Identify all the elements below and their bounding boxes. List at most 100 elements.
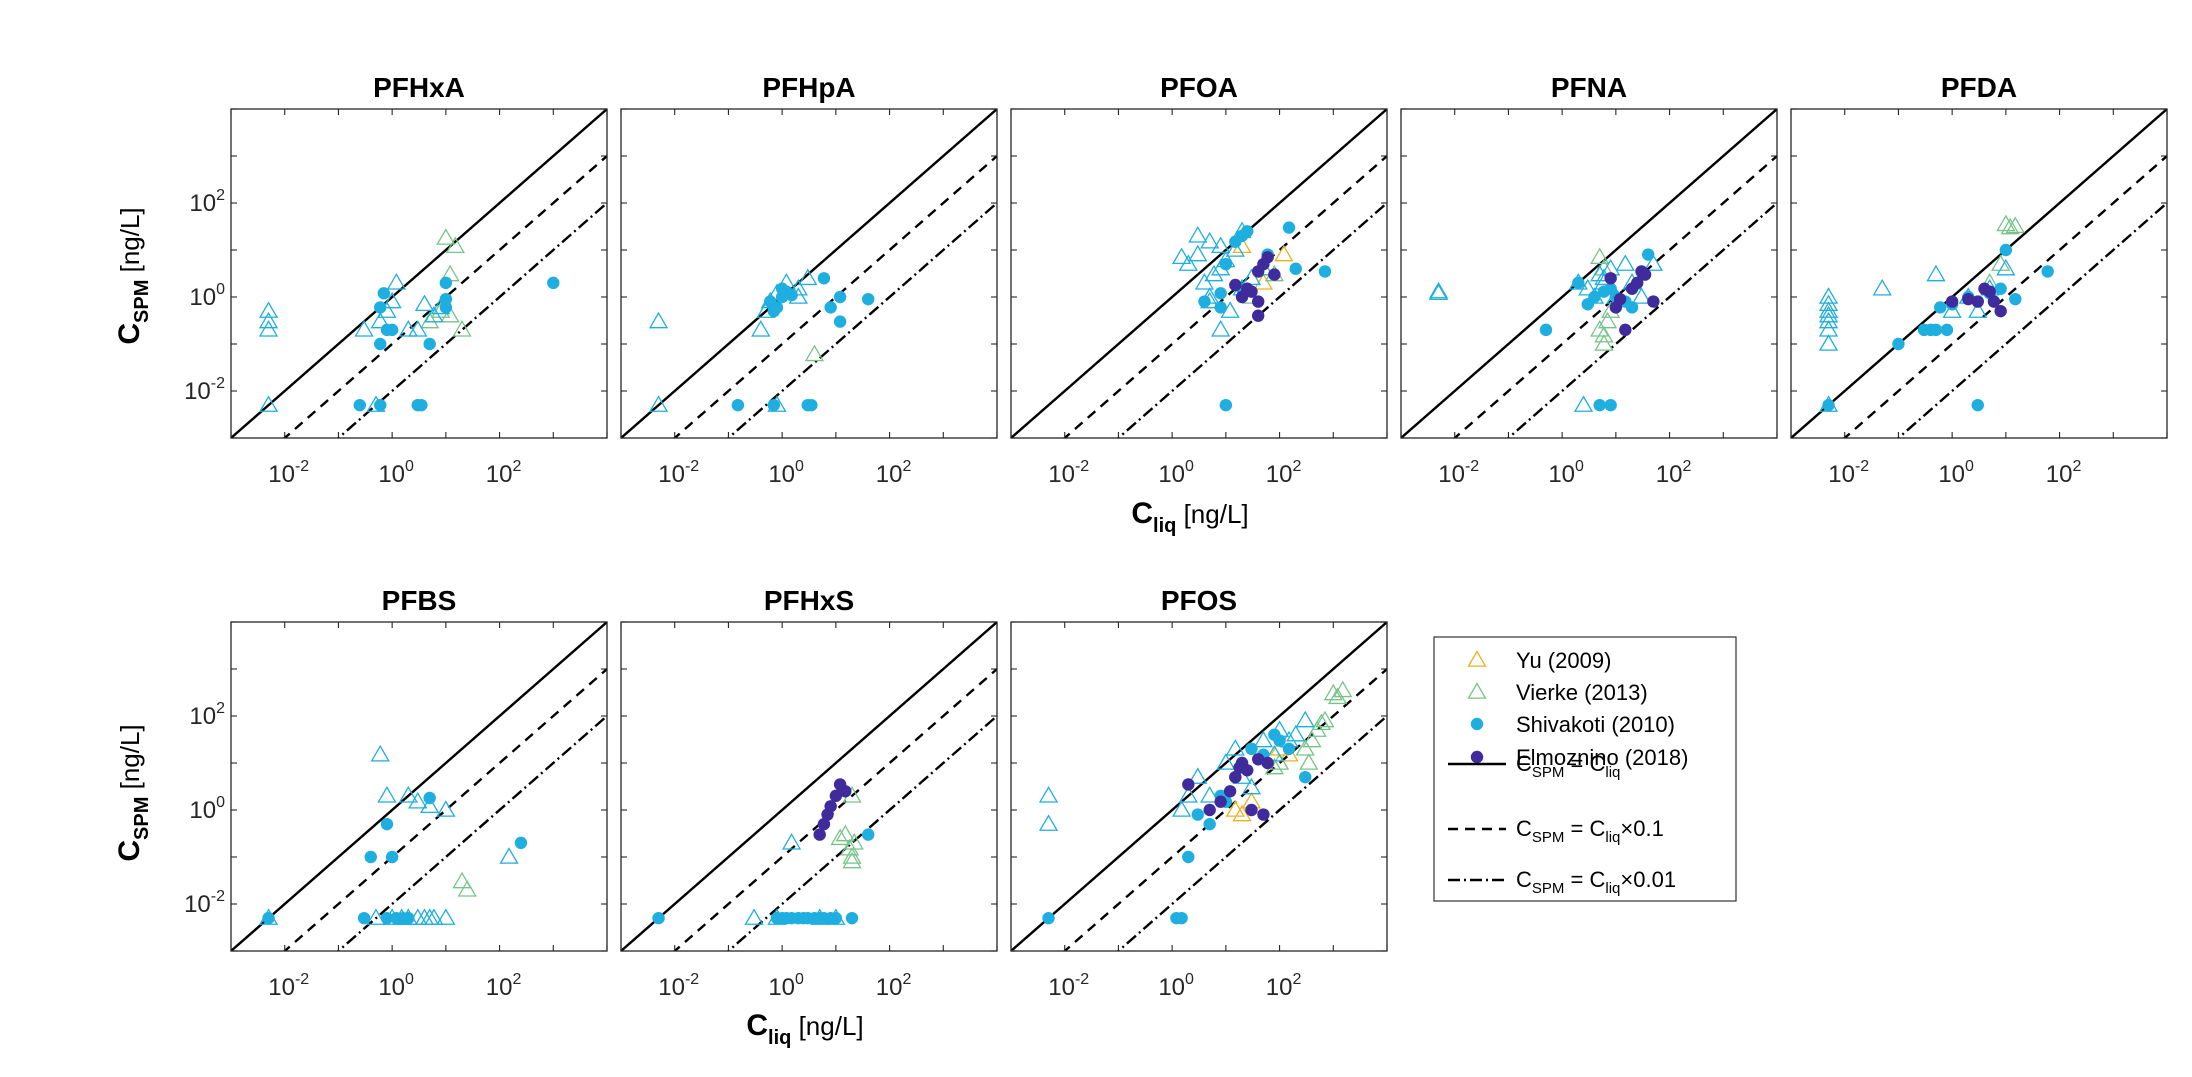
- data-point-circle: [1822, 398, 1835, 412]
- data-point-triangle: [1333, 680, 1353, 698]
- data-point-circle: [1945, 295, 1959, 308]
- data-point-circle: [1241, 225, 1254, 238]
- data-point-circle: [402, 911, 415, 925]
- data-point-circle: [1539, 323, 1553, 337]
- data-point-circle: [1251, 309, 1265, 322]
- reference-line: [282, 155, 607, 438]
- data-point-circle: [1268, 728, 1281, 741]
- data-point-triangle: [1302, 730, 1322, 748]
- panel-title: PFOA: [1160, 72, 1238, 103]
- data-point-circle: [833, 315, 847, 328]
- data-point-circle: [1214, 287, 1227, 300]
- data-points: [652, 778, 875, 925]
- data-point-circle: [767, 398, 781, 412]
- data-point-triangle: [648, 395, 669, 412]
- data-point-circle: [652, 911, 665, 925]
- data-point-triangle: [835, 824, 855, 842]
- legend-label: Vierke (2013): [1516, 680, 1648, 705]
- ylabel-top: CSPM [ng/L]: [113, 207, 153, 344]
- data-point-triangle: [440, 305, 460, 323]
- data-point-circle: [1214, 795, 1227, 808]
- legend: Yu (2009) Vierke (2013) Shivakoti (2010) El…: [1433, 636, 1737, 902]
- data-point-circle: [1638, 268, 1652, 281]
- reference-lines: [231, 109, 607, 438]
- data-point-triangle: [445, 236, 465, 254]
- x-tick-label: 10-2: [1048, 458, 1089, 488]
- panel-pfhxs: PFHxS 10-2 100 102: [620, 585, 998, 1001]
- data-point-triangle: [1211, 320, 1231, 337]
- reference-line: [1791, 109, 2167, 438]
- data-point-triangle: [370, 311, 390, 329]
- data-point-triangle: [382, 291, 402, 309]
- data-point-triangle: [798, 268, 818, 286]
- data-point-circle: [377, 287, 391, 300]
- data-point-triangle: [1590, 247, 1610, 265]
- legend-line-dashed: CSPM = Cliq×0.1: [1448, 816, 1664, 846]
- reference-line: [336, 202, 607, 438]
- data-point-triangle: [1872, 278, 1892, 296]
- data-point-circle: [2041, 265, 2054, 278]
- data-point-circle: [1647, 295, 1660, 308]
- reference-line: [1062, 155, 1387, 438]
- data-point-circle: [1182, 778, 1195, 791]
- data-point-triangle: [1232, 804, 1252, 822]
- data-point-circle: [861, 828, 875, 841]
- y-tick-label: 102: [189, 187, 225, 217]
- reference-line: [1116, 202, 1387, 438]
- data-point-circle: [1245, 742, 1258, 756]
- data-point-circle: [1261, 251, 1274, 264]
- data-point-triangle: [436, 228, 456, 245]
- x-tick-label: 100: [1938, 458, 1974, 488]
- reference-line: [1011, 109, 1387, 438]
- x-tick-label: 102: [1656, 458, 1692, 488]
- data-point-triangle: [1594, 325, 1614, 343]
- data-point-triangle: [1968, 301, 1988, 318]
- data-point-triangle: [804, 344, 825, 362]
- data-point-triangle: [408, 791, 428, 809]
- data-point-circle: [1282, 221, 1296, 234]
- svg-text:CSPM = Cliq×0.1: CSPM = Cliq×0.1: [1516, 816, 1664, 846]
- data-point-triangle: [366, 908, 386, 925]
- data-points: [1038, 680, 1353, 925]
- xlabel-bottom: Cliq [ng/L]: [746, 1009, 863, 1049]
- data-point-circle: [357, 911, 371, 925]
- data-point-triangle: [420, 796, 440, 814]
- data-point-triangle: [1274, 244, 1294, 262]
- data-point-circle: [1593, 398, 1606, 412]
- panel-pfda: PFDA 10-2 100 102: [1790, 72, 2168, 488]
- data-point-circle: [829, 911, 843, 925]
- data-point-circle: [385, 850, 399, 864]
- data-point-triangle: [414, 294, 435, 312]
- data-point-triangle: [398, 786, 418, 803]
- x-tick-label: 102: [2046, 458, 2082, 488]
- data-point-triangle: [1818, 301, 1839, 318]
- data-point-triangle: [258, 320, 279, 337]
- legend-marker-circle: [1470, 717, 1484, 731]
- reference-line: [231, 622, 607, 951]
- data-point-circle: [364, 850, 377, 864]
- legend-marker-circle: [1470, 750, 1484, 764]
- data-point-circle: [380, 817, 394, 831]
- data-point-triangle: [424, 305, 444, 323]
- panel-title: PFHxS: [764, 585, 854, 616]
- ticks: [1010, 108, 1388, 439]
- reference-line: [672, 155, 997, 438]
- data-point-triangle: [1171, 800, 1192, 817]
- data-point-triangle: [744, 908, 764, 925]
- data-point-triangle: [258, 311, 279, 329]
- data-point-circle: [374, 301, 387, 314]
- data-point-circle: [1229, 770, 1242, 784]
- reference-line: [1896, 202, 2167, 438]
- data-point-circle: [1619, 323, 1632, 337]
- data-point-triangle: [1597, 311, 1618, 329]
- data-point-circle: [1268, 268, 1281, 281]
- data-point-circle: [1261, 756, 1274, 770]
- data-point-triangle: [1194, 273, 1215, 290]
- data-point-circle: [775, 282, 789, 295]
- panel-title: PFHpA: [762, 72, 855, 103]
- data-point-triangle: [1818, 311, 1839, 329]
- data-point-triangle: [1204, 264, 1224, 282]
- reference-line: [672, 668, 997, 951]
- y-tick-label: 10-2: [184, 375, 225, 405]
- reference-lines: [1011, 109, 1387, 438]
